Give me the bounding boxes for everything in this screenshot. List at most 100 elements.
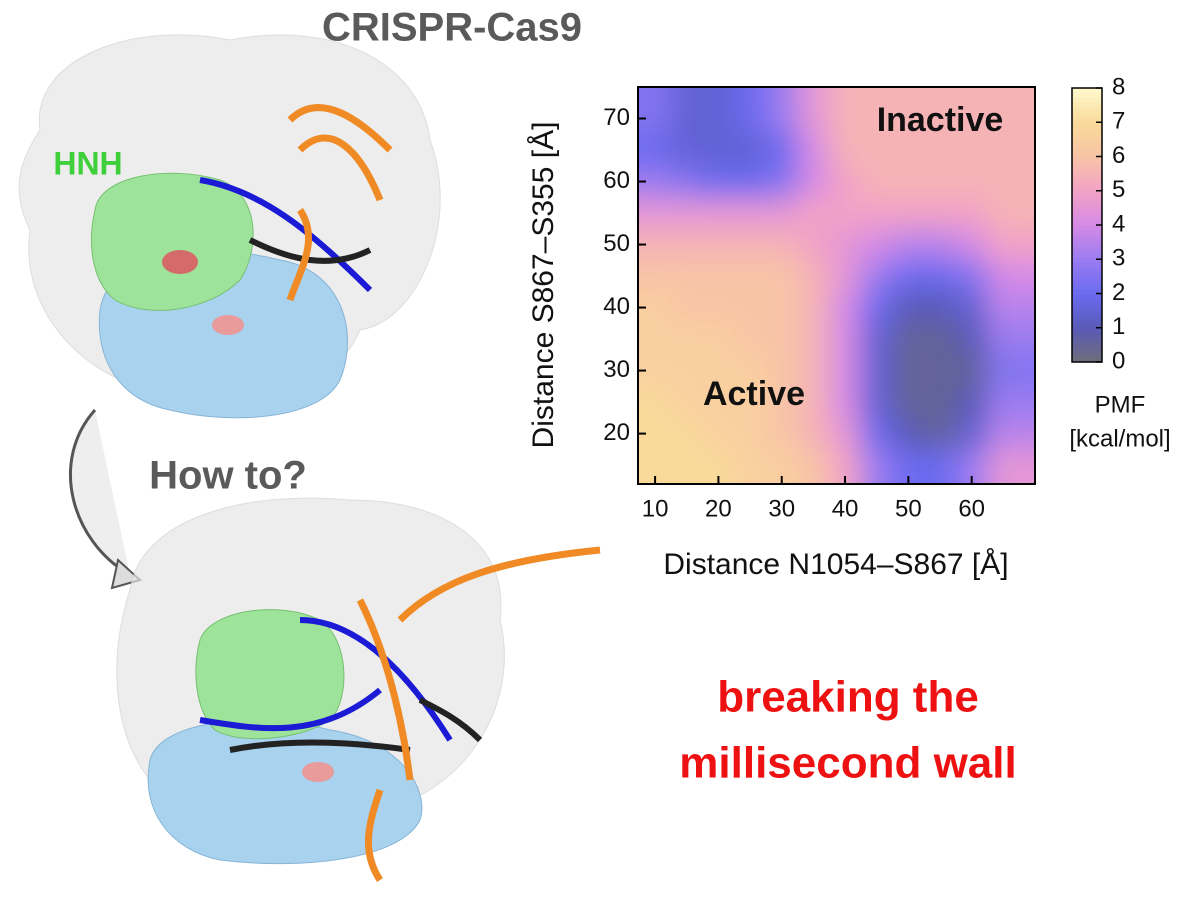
heat-cell: [670, 260, 704, 293]
heat-cell: [829, 165, 862, 199]
heat-cell: [734, 260, 767, 293]
heat-cell: [860, 134, 894, 167]
heat-cell: [987, 134, 1035, 167]
heat-cell: [797, 323, 831, 356]
colorbar-step: [1072, 215, 1102, 221]
colorbar-step: [1072, 275, 1102, 281]
colorbar-step: [1072, 110, 1102, 116]
heat-cell: [924, 260, 957, 293]
colorbar-step: [1072, 279, 1102, 285]
colorbar-step: [1072, 124, 1102, 130]
colorbar-step: [1072, 142, 1102, 148]
colorbar-step: [1072, 151, 1102, 157]
x-axis-label: Distance N1054–S867 [Å]: [663, 548, 1008, 581]
colorbar-label: [kcal/mol]: [1069, 425, 1170, 452]
colorbar-tick-label: 1: [1112, 313, 1125, 340]
heat-cell: [702, 386, 736, 419]
heat-cell: [638, 134, 672, 167]
heat-cell: [797, 354, 831, 388]
colorbar-step: [1072, 97, 1102, 103]
heat-cell: [702, 291, 736, 325]
heat-cell: [829, 197, 862, 230]
colorbar-step: [1072, 330, 1102, 336]
colorbar-step: [1072, 183, 1102, 189]
colorbar-step: [1072, 252, 1102, 258]
colorbar-step: [1072, 115, 1102, 121]
colorbar-step: [1072, 129, 1102, 135]
colorbar-step: [1072, 357, 1102, 363]
heat-cell: [860, 87, 894, 136]
heat-cell: [638, 323, 672, 356]
colorbar-tick-label: 4: [1112, 210, 1125, 237]
heat-cell: [955, 260, 989, 293]
colorbar-tick-label: 6: [1112, 142, 1125, 169]
heat-cell: [924, 134, 957, 167]
x-tick-label: 40: [832, 495, 859, 522]
heat-cell: [670, 291, 704, 325]
heat-cell: [924, 87, 957, 136]
heat-cell: [987, 386, 1035, 419]
colorbar-step: [1072, 225, 1102, 231]
colorbar-step: [1072, 325, 1102, 331]
heat-cell: [670, 228, 704, 262]
heat-cell: [924, 197, 957, 230]
heat-cell: [987, 165, 1035, 199]
heat-cell: [924, 323, 957, 356]
x-tick-label: 20: [705, 495, 732, 522]
heat-cell: [955, 165, 989, 199]
y-tick-label: 40: [603, 293, 630, 320]
heat-cell: [860, 354, 894, 388]
slogan: breaking the: [717, 673, 979, 722]
colorbar-step: [1072, 188, 1102, 194]
colorbar-step: [1072, 352, 1102, 358]
heat-cell: [924, 354, 957, 388]
x-tick-label: 50: [895, 495, 922, 522]
heat-cell: [765, 87, 799, 136]
heat-cell: [734, 386, 767, 419]
heat-cell: [829, 260, 862, 293]
heat-cell: [734, 87, 767, 136]
colorbar-step: [1072, 106, 1102, 112]
heat-cell: [924, 386, 957, 419]
heat-cell: [670, 417, 704, 451]
heat-cell: [955, 291, 989, 325]
slogan: millisecond wall: [679, 739, 1016, 788]
heat-cell: [955, 197, 989, 230]
heat-cell: [892, 260, 926, 293]
axes: 10 20 30 40 50 60 20 30 40 50 60 70 0 1 2 3 4 5 6 7 8: [603, 73, 1125, 522]
heat-cell: [987, 228, 1035, 262]
heat-cell: [638, 197, 672, 230]
heat-cell: [765, 197, 799, 230]
heat-cell: [987, 323, 1035, 356]
colorbar-step: [1072, 119, 1102, 126]
heat-cell: [670, 386, 704, 419]
heat-cell: [892, 165, 926, 199]
colorbar-step: [1072, 320, 1102, 326]
heat-cell: [734, 323, 767, 356]
colorbar-step: [1072, 334, 1102, 340]
heat-cell: [765, 228, 799, 262]
heat-cell: [670, 323, 704, 356]
heat-cell: [702, 260, 736, 293]
heat-cells: [638, 87, 1035, 484]
colorbar-step: [1072, 298, 1102, 304]
title: CRISPR-Cas9: [322, 6, 582, 50]
heat-cell: [734, 354, 767, 388]
colorbar-step: [1072, 179, 1102, 185]
heat-cell: [924, 449, 957, 484]
molecule-top: [18, 34, 441, 419]
colorbar-step: [1072, 302, 1102, 308]
heat-cell: [860, 386, 894, 419]
heat-cell: [702, 197, 736, 230]
heat-cell: [829, 228, 862, 262]
heat-cell: [734, 134, 767, 167]
heat-cell: [638, 386, 672, 419]
colorbar-tick-label: 0: [1112, 347, 1125, 374]
colorbar-step: [1072, 156, 1102, 162]
colorbar-step: [1072, 161, 1102, 167]
heat-cell: [829, 354, 862, 388]
heat-cell: [797, 165, 831, 199]
colorbar-step: [1072, 193, 1102, 199]
molecule-bottom: [116, 497, 601, 882]
heat-cell: [892, 386, 926, 419]
